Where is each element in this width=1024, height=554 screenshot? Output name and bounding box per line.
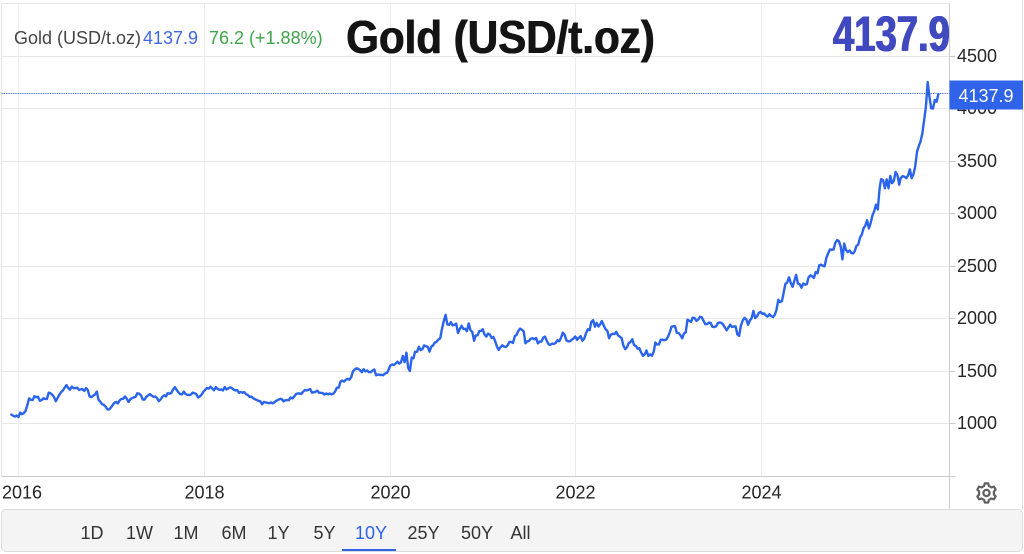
svg-text:2000: 2000 [957, 308, 997, 328]
svg-text:1000: 1000 [957, 413, 997, 433]
svg-text:4500: 4500 [957, 46, 997, 66]
svg-text:2020: 2020 [370, 483, 410, 503]
svg-text:3000: 3000 [957, 203, 997, 223]
svg-text:1500: 1500 [957, 361, 997, 381]
svg-text:4137.9: 4137.9 [958, 86, 1013, 106]
svg-text:2018: 2018 [184, 483, 224, 503]
svg-text:2022: 2022 [555, 483, 595, 503]
svg-text:2016: 2016 [2, 483, 42, 503]
svg-text:2500: 2500 [957, 256, 997, 276]
svg-text:2024: 2024 [741, 483, 781, 503]
svg-text:3500: 3500 [957, 151, 997, 171]
